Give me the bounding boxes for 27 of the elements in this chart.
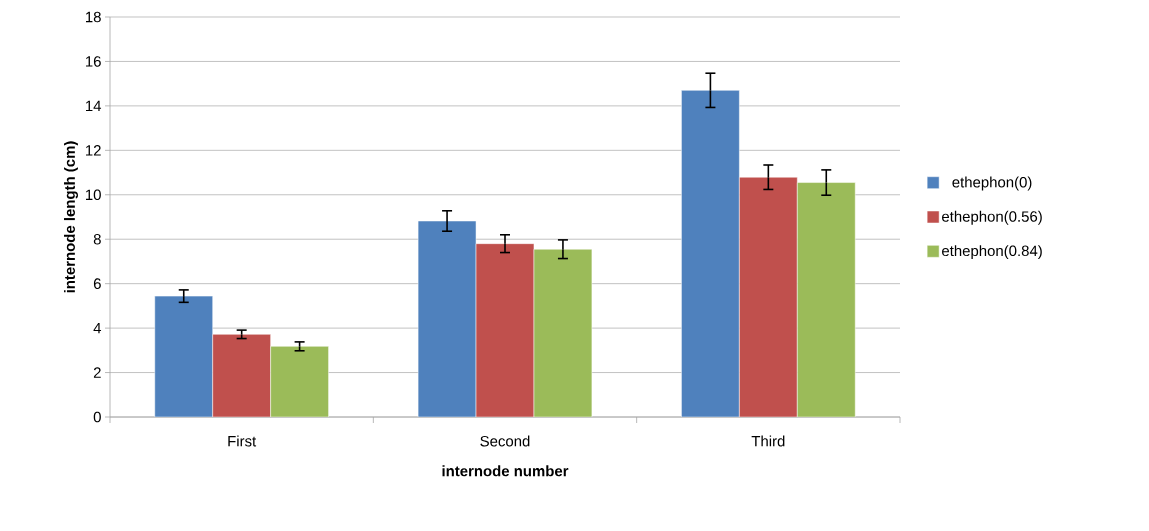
bar — [797, 182, 856, 417]
legend-label: ethephon(0.84) — [942, 245, 1042, 260]
bar — [154, 295, 213, 417]
y-tick-label: 12 — [86, 145, 101, 156]
x-tick-label: Third — [751, 435, 785, 447]
bar — [533, 248, 593, 417]
legend-label: ethephon(0.56) — [942, 210, 1042, 225]
bar — [270, 346, 329, 417]
y-tick-label: 6 — [93, 278, 101, 289]
x-tick-label: Second — [480, 435, 530, 447]
y-tick-label: 0 — [93, 411, 101, 423]
bar — [739, 176, 798, 417]
y-tick-label: 10 — [86, 189, 101, 201]
y-tick-label: 14 — [86, 100, 102, 112]
x-tick-label: First — [228, 435, 257, 447]
y-tick-label: 2 — [93, 367, 101, 378]
bar — [417, 220, 477, 417]
bar — [681, 90, 740, 417]
legend-label: ethephon(0) — [952, 176, 1032, 191]
y-tick-label: 16 — [86, 56, 101, 67]
bar — [475, 243, 535, 417]
y-tick-label: 8 — [93, 233, 101, 245]
y-tick-label: 4 — [93, 322, 102, 334]
y-axis-title: internode length (cm) — [64, 141, 79, 293]
x-axis-title: internode number — [442, 465, 569, 477]
y-tick-label: 18 — [86, 11, 101, 23]
bar — [212, 334, 271, 417]
